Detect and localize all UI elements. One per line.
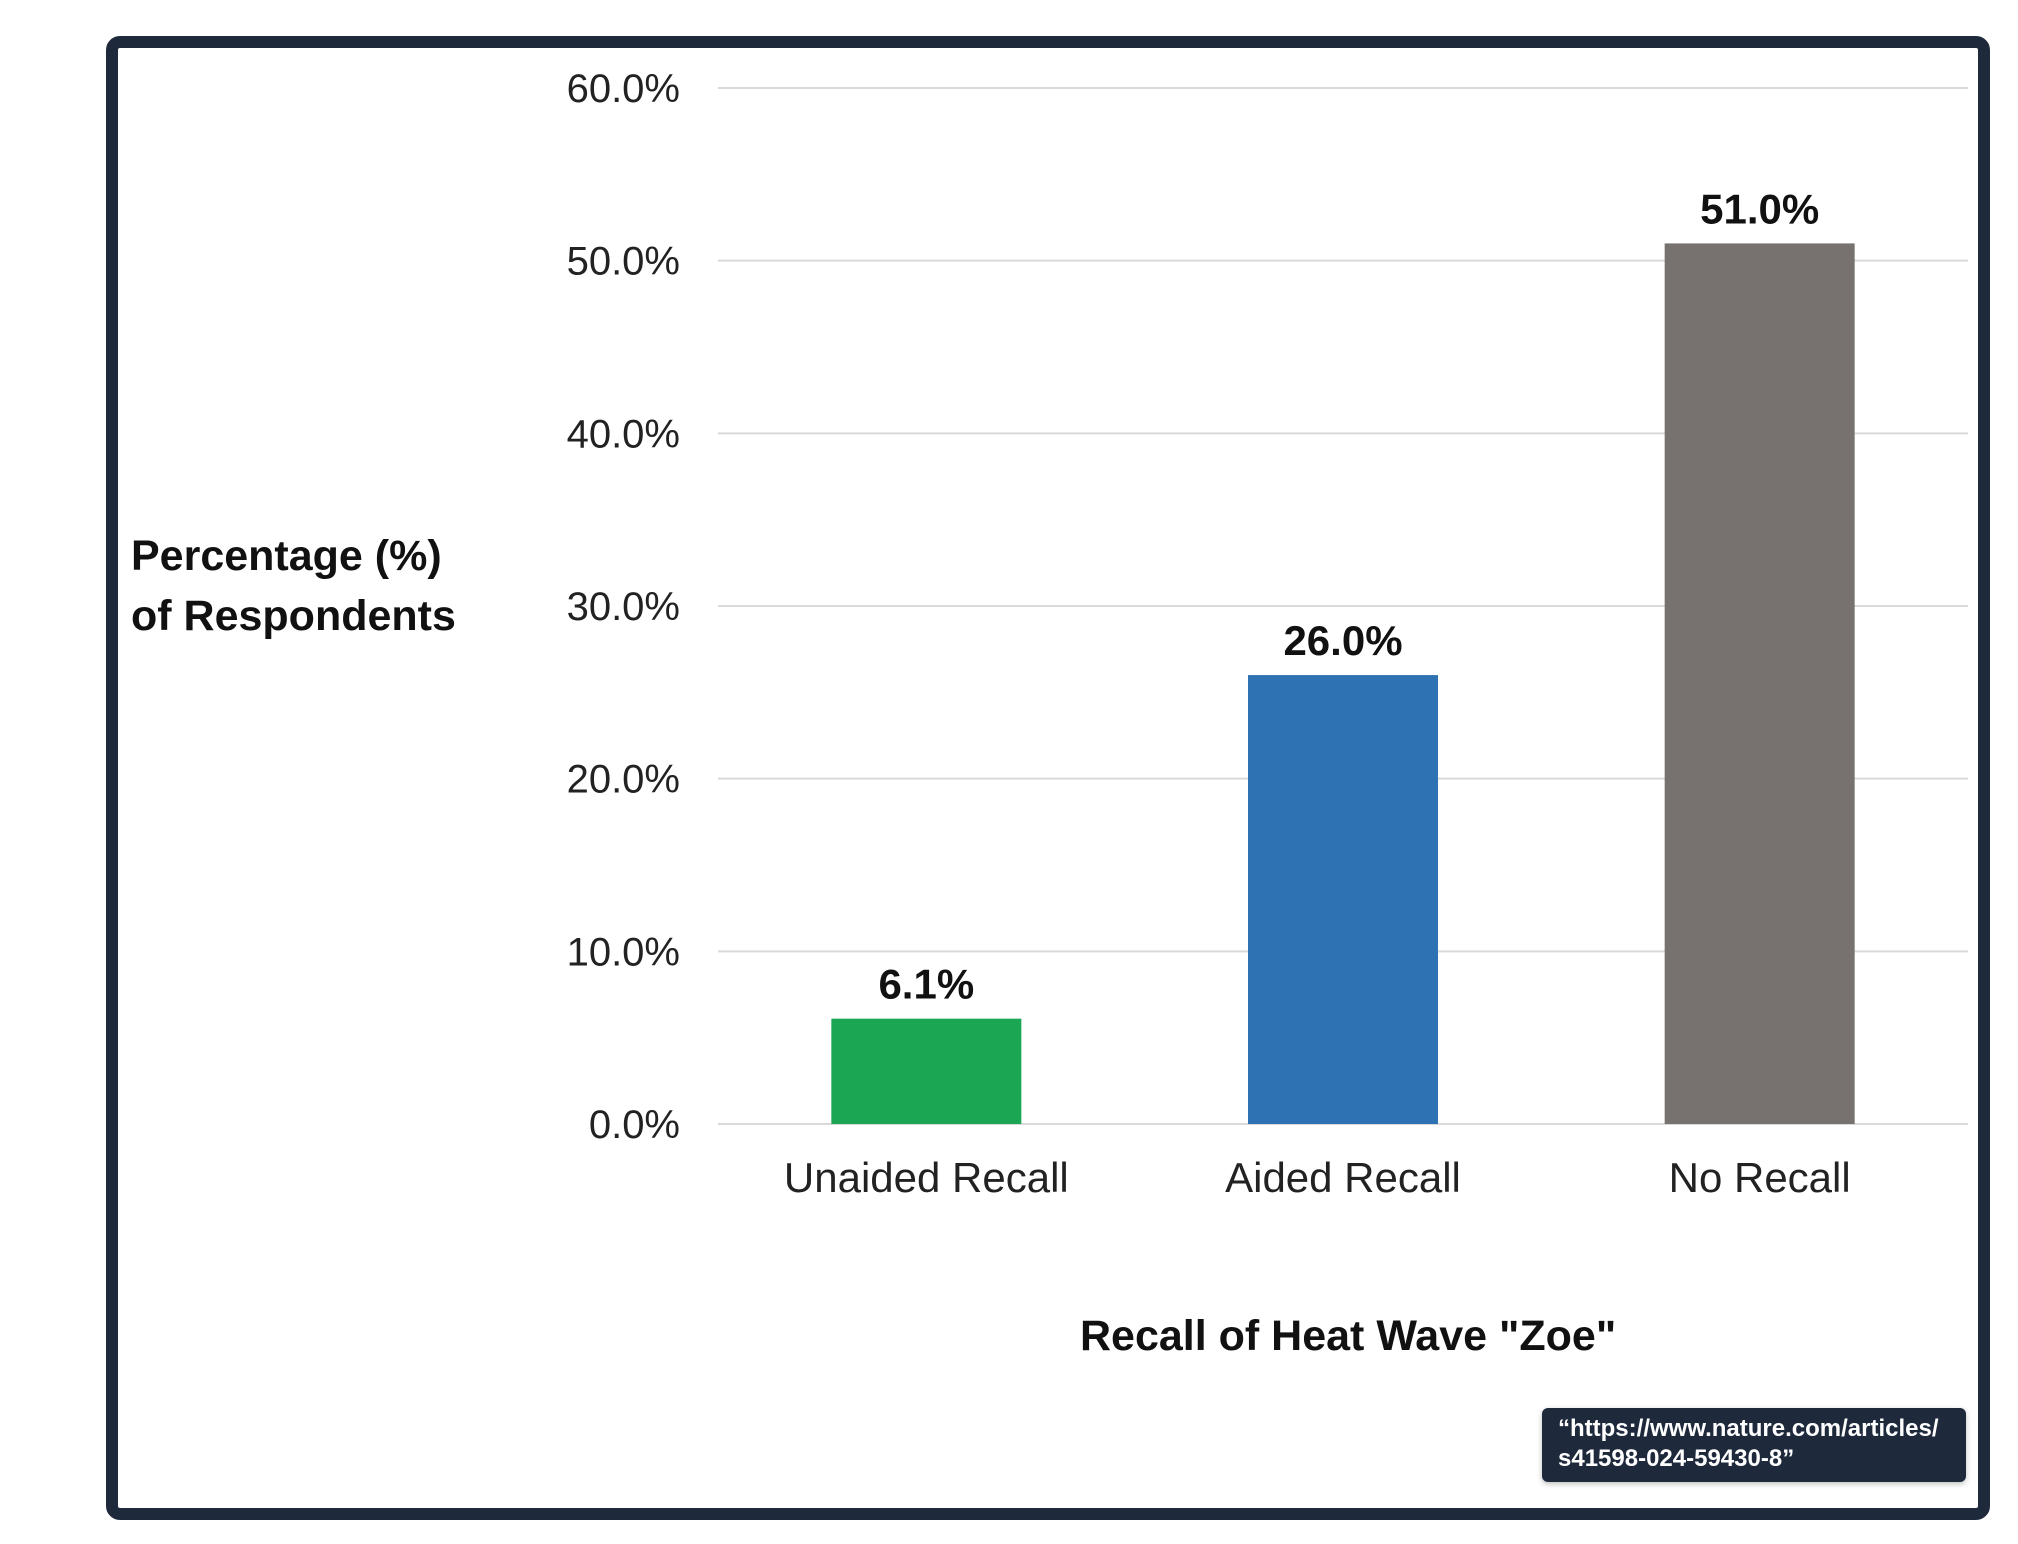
x-tick-labels: Unaided Recall Aided Recall No Recall: [784, 1154, 1851, 1201]
x-tick-label: No Recall: [1669, 1154, 1851, 1201]
y-axis-title: Percentage (%) of Respondents: [131, 532, 456, 640]
bar-aided-recall: [1248, 675, 1438, 1124]
y-tick-label: 40.0%: [567, 412, 680, 456]
bars: [831, 243, 1855, 1124]
y-tick-label: 60.0%: [567, 67, 680, 111]
y-tick-label: 30.0%: [567, 585, 680, 629]
value-label: 6.1%: [878, 961, 974, 1008]
x-tick-label: Unaided Recall: [784, 1154, 1069, 1201]
y-tick-label: 50.0%: [567, 240, 680, 284]
value-labels: 6.1% 26.0% 51.0%: [878, 185, 1819, 1007]
source-url-line-2: s41598-024-59430-8”: [1558, 1445, 1795, 1472]
x-axis-title: Recall of Heat Wave "Zoe": [1080, 1312, 1617, 1360]
bar-unaided-recall: [831, 1018, 1022, 1124]
bar-no-recall: [1664, 243, 1855, 1124]
y-tick-label: 10.0%: [567, 930, 680, 974]
y-tick-label: 20.0%: [567, 758, 680, 802]
source-url-line-1: “https://www.nature.com/articles/: [1558, 1415, 1939, 1442]
value-label: 51.0%: [1700, 185, 1819, 232]
y-tick-label: 0.0%: [589, 1103, 680, 1147]
value-label: 26.0%: [1283, 617, 1402, 664]
y-tick-labels: 0.0% 10.0% 20.0% 30.0% 40.0% 50.0% 60.0%: [567, 67, 680, 1147]
x-tick-label: Aided Recall: [1225, 1154, 1461, 1201]
source-url-badge: “https://www.nature.com/articles/ s41598…: [1542, 1408, 1966, 1482]
